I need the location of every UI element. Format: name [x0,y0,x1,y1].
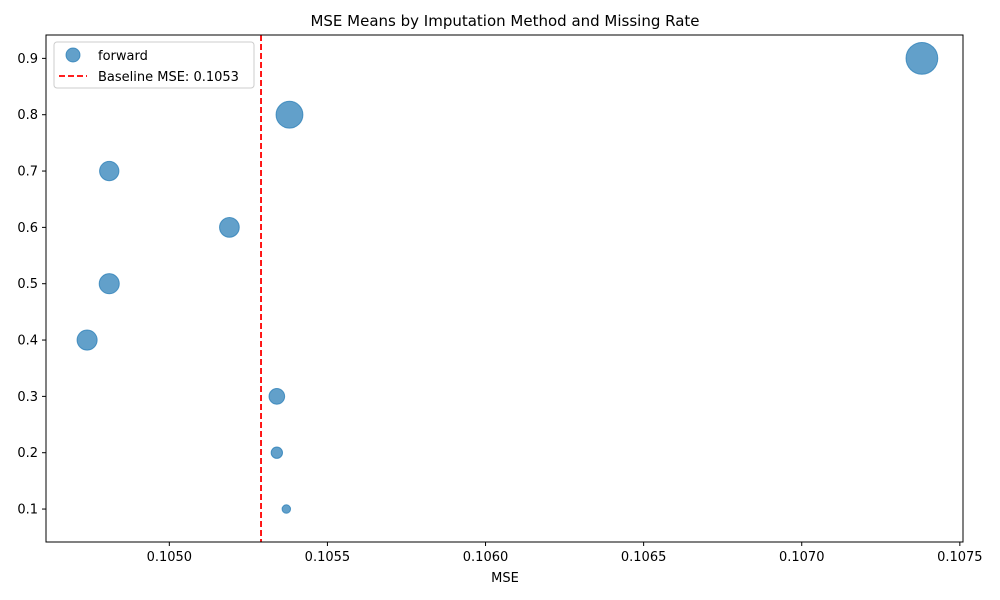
data-point-forward-8 [275,100,304,129]
data-point-forward-4 [76,329,98,351]
y-tick-label: 0.5 [17,277,38,292]
data-layer [76,42,939,514]
x-tick-label: 0.1060 [463,550,509,565]
x-tick-label: 0.1070 [779,550,825,565]
y-tick-label: 0.3 [17,390,38,405]
x-tick-label: 0.1055 [305,550,351,565]
data-point-forward-9 [905,42,939,75]
plot-frame [45,34,964,543]
legend-box [53,41,255,89]
x-tick-label: 0.1065 [621,550,667,565]
data-point-forward-6 [219,217,240,238]
y-axis-ticks: 0.1 0.2 0.3 0.4 0.5 0.6 0.7 0.8 0.9 [17,52,46,518]
data-point-forward-3 [268,388,286,405]
data-point-forward-7 [99,160,120,182]
data-point-forward-2 [270,446,284,459]
legend-label-forward: forward [98,49,148,64]
x-axis-label: MSE [491,571,519,586]
plot-area [46,35,963,542]
y-tick-label: 0.7 [17,165,38,180]
y-tick-label: 0.6 [17,221,38,236]
data-point-forward-5 [98,273,120,295]
chart-title: MSE Means by Imputation Method and Missi… [310,12,699,30]
y-tick-label: 0.1 [17,503,38,518]
x-tick-label: 0.1050 [147,550,193,565]
x-tick-label: 0.1075 [937,550,983,565]
legend-label-baseline: Baseline MSE: 0.1053 [98,70,239,85]
data-point-forward-1 [281,504,292,514]
y-tick-label: 0.8 [17,108,38,123]
legend-marker-forward [65,47,81,63]
y-tick-label: 0.4 [17,334,38,349]
y-tick-label: 0.9 [17,52,38,67]
x-axis-ticks: 0.1050 0.1055 0.1060 0.1065 0.1070 0.1075 [147,542,983,565]
legend: forward Baseline MSE: 0.1053 [53,41,255,89]
y-tick-label: 0.2 [17,446,38,461]
